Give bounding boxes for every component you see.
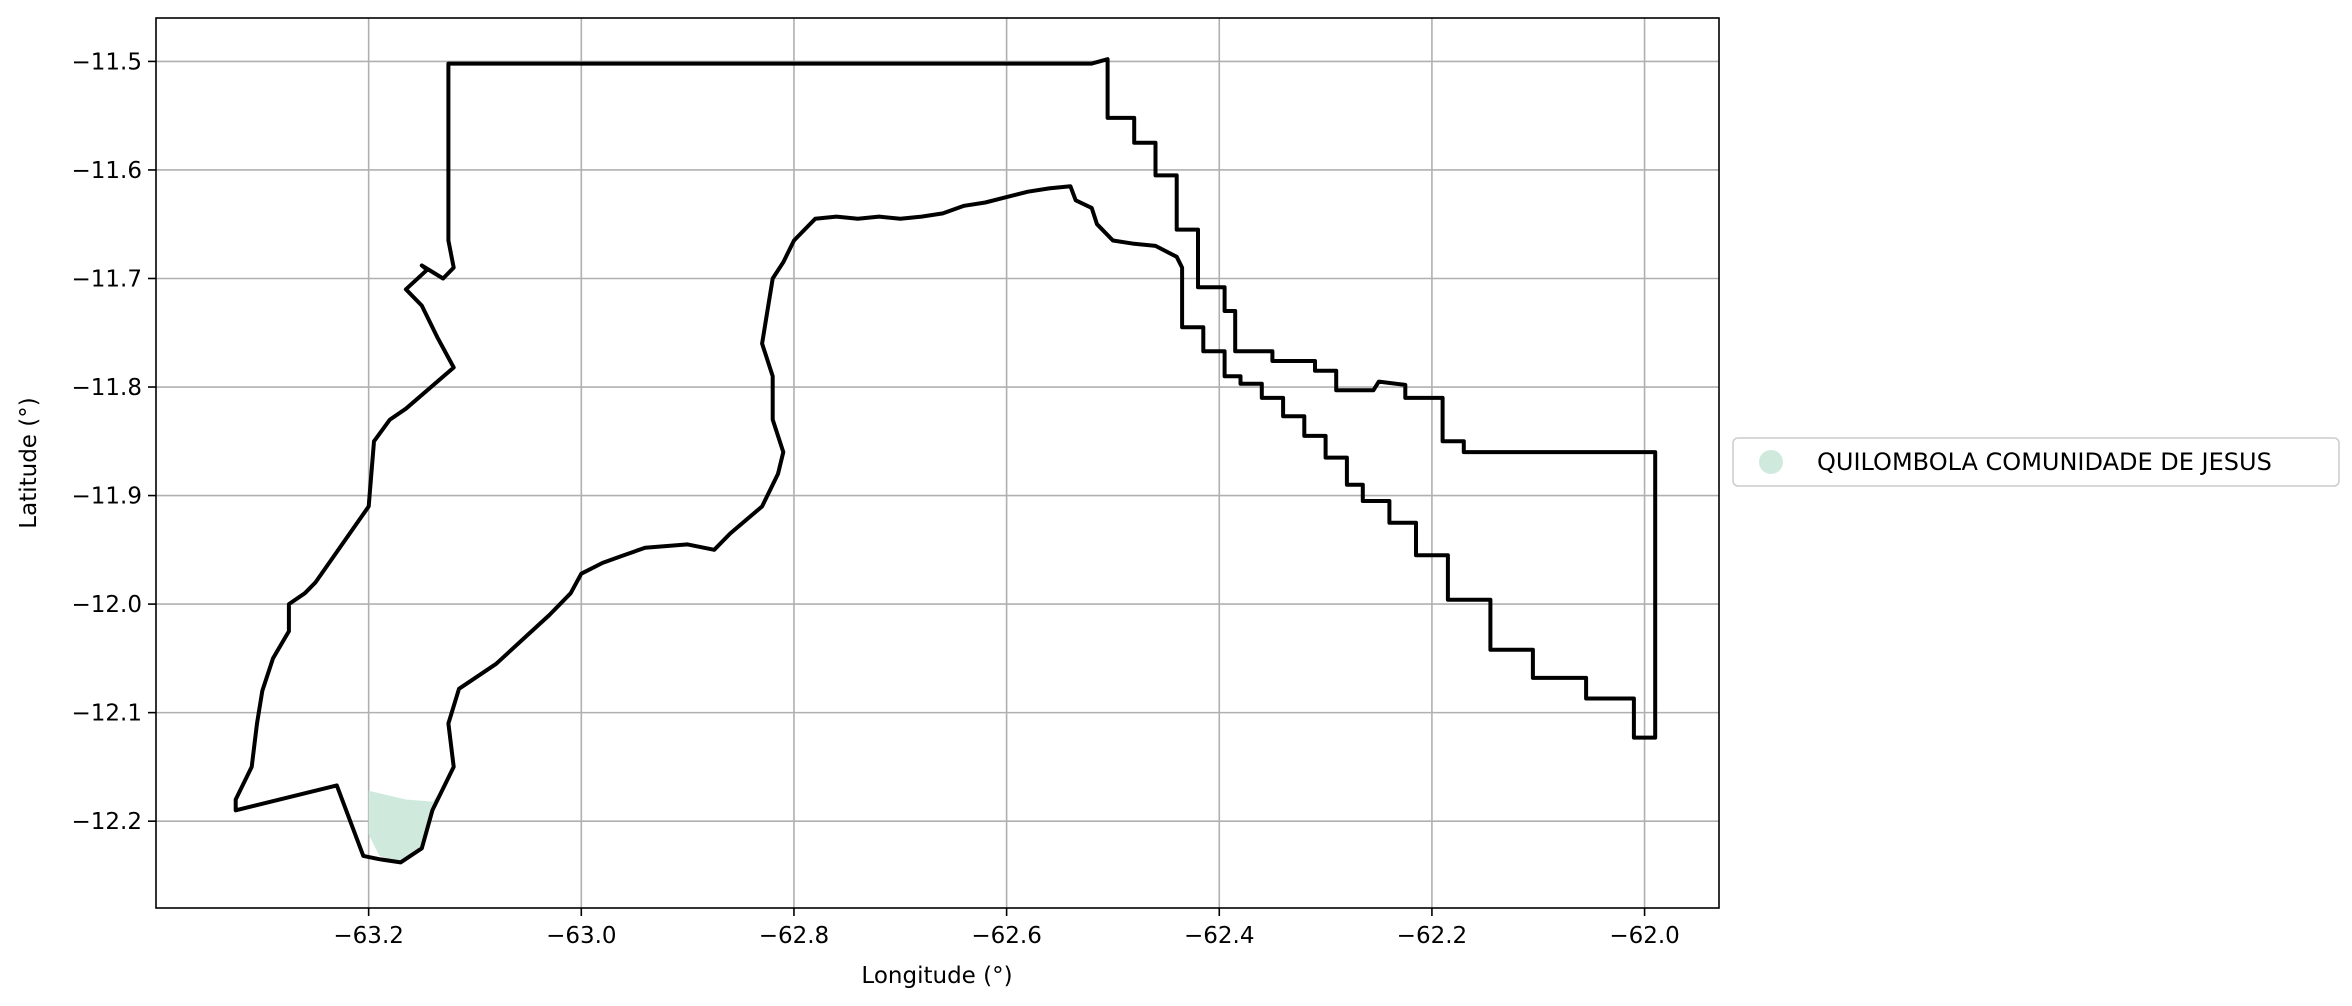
- y-tick-label: −11.5: [72, 49, 142, 75]
- region-layer: [368, 766, 454, 863]
- x-tick-label: −62.0: [1609, 923, 1679, 949]
- x-tick-label: −63.0: [546, 923, 616, 949]
- y-tick-label: −12.0: [72, 592, 142, 618]
- x-tick-label: −62.8: [759, 923, 829, 949]
- y-axis-ticks: −11.5 −11.6 −11.7 −11.8 −11.9 −12.0 −12.1 −12.2: [72, 49, 156, 835]
- y-tick-label: −11.7: [72, 266, 142, 292]
- legend: QUILOMBOLA COMUNIDADE DE JESUS: [1732, 437, 2340, 487]
- boundary-layer: [233, 57, 1658, 865]
- x-tick-label: −63.2: [333, 923, 403, 949]
- y-tick-label: −11.9: [72, 484, 142, 510]
- gridlines: [156, 18, 1719, 908]
- y-axis-label: Latitude (°): [16, 397, 42, 528]
- y-tick-label: −11.6: [72, 158, 142, 184]
- y-tick-label: −12.1: [72, 701, 142, 727]
- x-tick-label: −62.6: [971, 923, 1041, 949]
- region-quilombola-comunidade-de-jesus: [368, 766, 454, 863]
- x-axis-label: Longitude (°): [861, 963, 1012, 989]
- legend-swatch: [1759, 450, 1783, 474]
- x-tick-label: −62.2: [1397, 923, 1467, 949]
- outer-boundary: [233, 57, 1658, 865]
- y-tick-label: −11.8: [72, 375, 142, 401]
- x-tick-label: −62.4: [1184, 923, 1254, 949]
- x-axis-ticks: −63.2 −63.0 −62.8 −62.6 −62.4 −62.2 −62.0: [333, 908, 1680, 949]
- legend-box: [1732, 437, 2340, 487]
- plot-frame: [155, 17, 1720, 909]
- legend-entry-label: QUILOMBOLA COMUNIDADE DE JESUS: [1817, 448, 2272, 476]
- y-tick-label: −12.2: [72, 809, 142, 835]
